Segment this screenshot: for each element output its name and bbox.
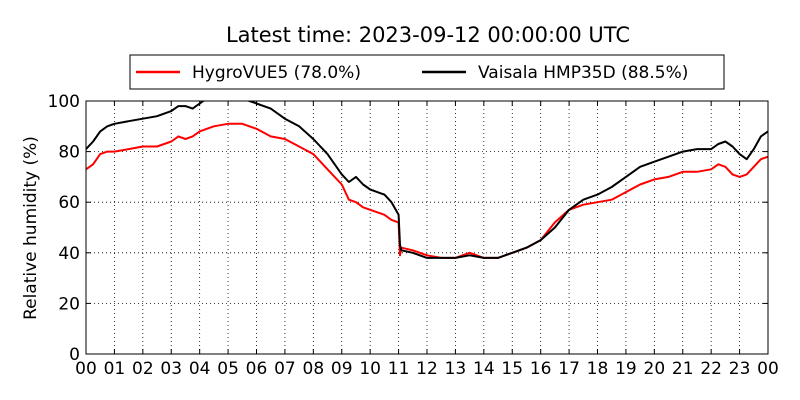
x-tick-label: 10 [359,359,381,379]
x-tick-label: 14 [473,359,495,379]
x-tick-label: 15 [501,359,523,379]
x-tick-label: 05 [217,359,239,379]
legend-label-vaisala: Vaisala HMP35D (88.5%) [478,63,688,83]
legend: HygroVUE5 (78.0%) Vaisala HMP35D (88.5%) [129,54,725,90]
series-line-vaisala-hmp35d [86,101,768,259]
legend-label-hygrovue5: HygroVUE5 (78.0%) [192,63,361,83]
ticks [85,100,769,355]
x-tick-label: 21 [672,359,694,379]
y-tick-label: 0 [69,345,80,365]
chart-title: Latest time: 2023-09-12 00:00:00 UTC [226,23,630,47]
x-tick-label: 13 [445,359,467,379]
x-tick-label: 08 [303,359,325,379]
x-tick-label: 19 [615,359,637,379]
x-tick-label: 20 [644,359,666,379]
x-tick-label: 04 [189,359,211,379]
y-tick-labels: 0 20 40 60 80 100 [48,92,80,365]
y-tick-label: 60 [58,193,80,213]
x-tick-label: 12 [416,359,438,379]
x-tick-label: 07 [274,359,296,379]
x-tick-label: 09 [331,359,353,379]
x-tick-label: 01 [104,359,126,379]
x-tick-label: 22 [700,359,722,379]
y-axis-label: Relative humidity (%) [21,136,41,320]
x-tick-label: 06 [246,359,268,379]
x-tick-label: 03 [160,359,182,379]
x-tick-label: 16 [530,359,552,379]
x-tick-label: 23 [729,359,751,379]
x-tick-label: 11 [388,359,410,379]
x-tick-labels: 00 01 02 03 04 05 06 07 08 09 10 11 12 13 14 15 16 17 18 19… [75,359,779,379]
grid [86,101,768,354]
y-tick-label: 80 [58,143,80,163]
x-tick-label: 00 [757,359,779,379]
x-tick-label: 17 [558,359,580,379]
series-layer [86,101,768,259]
y-tick-label: 40 [58,244,80,264]
x-tick-label: 18 [587,359,609,379]
x-tick-label: 00 [75,359,97,379]
x-tick-label: 02 [132,359,154,379]
y-tick-label: 20 [58,294,80,314]
y-tick-label: 100 [48,92,80,112]
